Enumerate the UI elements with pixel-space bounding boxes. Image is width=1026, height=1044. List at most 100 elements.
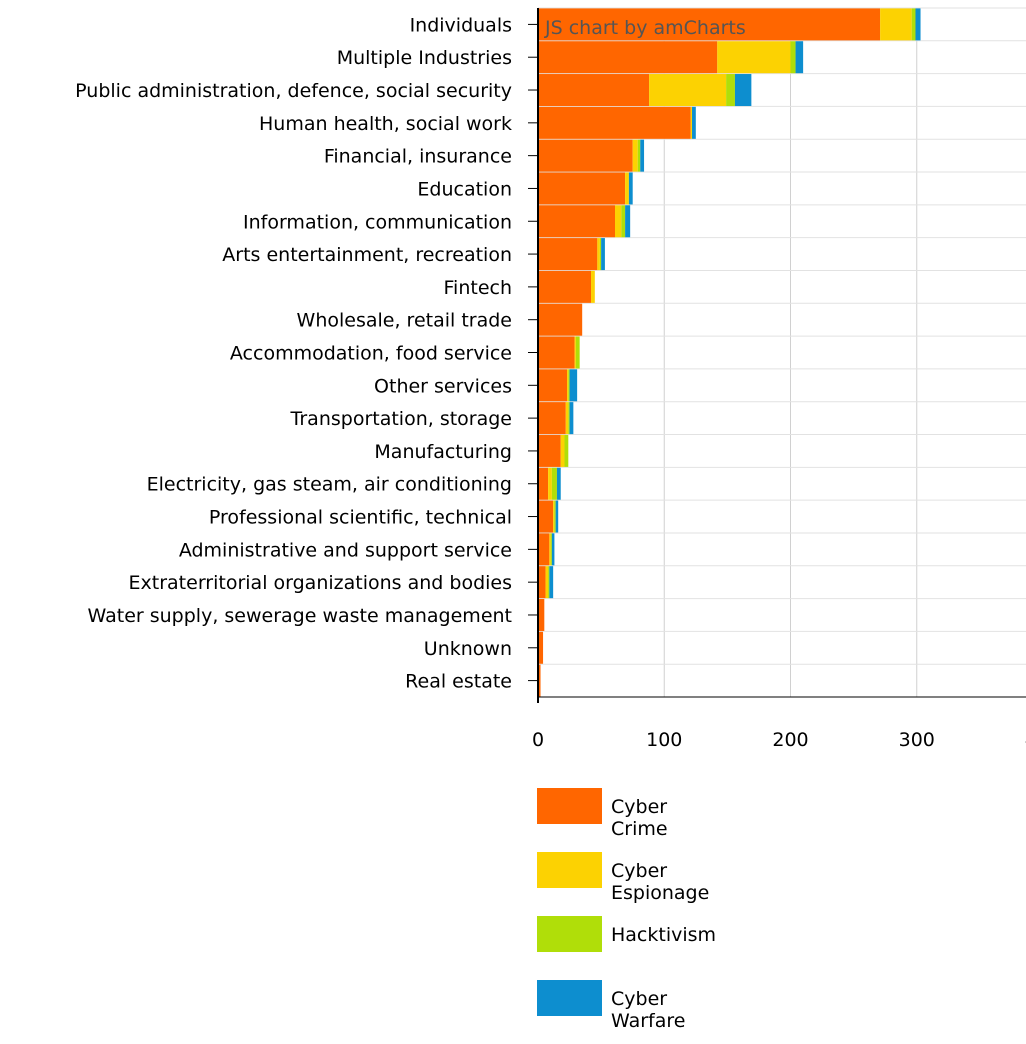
legend-label: Cyber Espionage xyxy=(611,860,710,904)
bar-segment[interactable] xyxy=(880,8,912,41)
bar-segment[interactable] xyxy=(553,500,555,533)
category-label: Electricity, gas steam, air conditioning xyxy=(147,474,512,496)
category-label: Administrative and support service xyxy=(179,539,512,561)
bar-segment[interactable] xyxy=(538,270,592,303)
bar-segment[interactable] xyxy=(538,467,549,500)
bar-segment[interactable] xyxy=(549,566,554,599)
bar-segment[interactable] xyxy=(548,566,550,599)
bar-segment[interactable] xyxy=(545,566,549,599)
bar-segment[interactable] xyxy=(548,467,552,500)
bar-segment[interactable] xyxy=(568,402,570,435)
bar-segment[interactable] xyxy=(538,566,546,599)
legend-swatch xyxy=(537,980,602,1016)
bar-segment[interactable] xyxy=(649,74,727,107)
x-tick-label: 0 xyxy=(532,729,544,751)
axes xyxy=(528,8,1026,703)
category-label: Information, communication xyxy=(243,211,512,233)
bar-segment[interactable] xyxy=(549,533,551,566)
bar-segment[interactable] xyxy=(637,139,641,172)
bar-segment[interactable] xyxy=(625,205,631,238)
x-tick-label: 300 xyxy=(899,729,935,751)
bar-segment[interactable] xyxy=(538,8,881,41)
bar-segment[interactable] xyxy=(565,402,569,435)
category-label: Accommodation, food service xyxy=(230,343,512,365)
bar-segment[interactable] xyxy=(795,41,804,74)
category-label: Individuals xyxy=(410,14,512,36)
bar-segment[interactable] xyxy=(574,336,576,369)
chart-credit[interactable]: JS chart by amCharts xyxy=(544,17,746,39)
bar-segment[interactable] xyxy=(554,500,556,533)
bar-segment[interactable] xyxy=(538,238,598,271)
bar-segment[interactable] xyxy=(690,106,693,139)
bar-group xyxy=(538,8,921,697)
bar-segment[interactable] xyxy=(915,8,921,41)
bar-segment[interactable] xyxy=(575,336,580,369)
bar-segment[interactable] xyxy=(621,205,626,238)
bar-segment[interactable] xyxy=(625,172,629,205)
bar-segment[interactable] xyxy=(551,467,557,500)
bar-segment[interactable] xyxy=(640,139,645,172)
category-labels: Individuals Multiple Industries Public adm… xyxy=(75,14,512,692)
legend-label: Cyber Warfare xyxy=(611,988,686,1032)
category-label: Manufacturing xyxy=(374,441,512,463)
category-label: Multiple Industries xyxy=(337,47,512,69)
bar-segment[interactable] xyxy=(692,106,696,139)
legend-swatch xyxy=(537,788,602,824)
legend-swatch xyxy=(537,852,602,888)
category-label: Wholesale, retail trade xyxy=(297,310,512,332)
category-label: Real estate xyxy=(405,671,512,693)
bar-segment[interactable] xyxy=(538,303,583,336)
bar-segment[interactable] xyxy=(734,74,752,107)
category-label: Unknown xyxy=(424,638,512,660)
bar-segment[interactable] xyxy=(538,533,550,566)
bar-segment[interactable] xyxy=(538,598,545,631)
bar-segment[interactable] xyxy=(556,467,561,500)
bar-segment[interactable] xyxy=(538,106,691,139)
bar-segment[interactable] xyxy=(538,402,566,435)
bar-segment[interactable] xyxy=(569,369,578,402)
bar-segment[interactable] xyxy=(538,369,568,402)
bar-segment[interactable] xyxy=(538,631,544,664)
bar-segment[interactable] xyxy=(599,238,602,271)
bar-segment[interactable] xyxy=(615,205,622,238)
x-tick-label: 400 xyxy=(1025,729,1026,751)
category-label: Education xyxy=(417,178,512,200)
bar-segment[interactable] xyxy=(726,74,735,107)
bar-segment[interactable] xyxy=(632,139,638,172)
bar-segment[interactable] xyxy=(567,369,569,402)
bar-segment[interactable] xyxy=(597,238,600,271)
bar-segment[interactable] xyxy=(550,533,552,566)
bar-segment[interactable] xyxy=(551,533,555,566)
bar-segment[interactable] xyxy=(790,41,796,74)
category-label: Financial, insurance xyxy=(324,146,512,168)
bar-segment[interactable] xyxy=(601,238,605,271)
bar-segment[interactable] xyxy=(717,41,791,74)
stacked-bar-chart: Individuals Multiple Industries Public adm… xyxy=(75,7,1026,751)
category-label: Human health, social work xyxy=(259,113,512,135)
bar-segment[interactable] xyxy=(538,172,626,205)
bar-segment[interactable] xyxy=(538,336,575,369)
category-label: Fintech xyxy=(444,277,513,299)
bar-segment[interactable] xyxy=(560,434,565,467)
bar-segment[interactable] xyxy=(911,8,916,41)
bar-segment[interactable] xyxy=(538,74,650,107)
bar-segment[interactable] xyxy=(538,41,718,74)
bar-segment[interactable] xyxy=(628,172,633,205)
bar-segment[interactable] xyxy=(538,664,541,697)
legend-swatch xyxy=(537,916,602,952)
bar-segment[interactable] xyxy=(555,500,559,533)
bar-segment[interactable] xyxy=(591,270,595,303)
bar-segment[interactable] xyxy=(564,434,569,467)
bar-segment[interactable] xyxy=(538,139,633,172)
category-label: Public administration, defence, social s… xyxy=(75,80,512,102)
bar-segment[interactable] xyxy=(569,402,574,435)
category-label: Professional scientific, technical xyxy=(209,507,512,529)
legend-label: Cyber Crime xyxy=(611,796,668,840)
bar-segment[interactable] xyxy=(538,205,616,238)
x-tick-label: 200 xyxy=(772,729,808,751)
bar-segment[interactable] xyxy=(538,500,554,533)
bar-segment[interactable] xyxy=(568,369,570,402)
category-label: Extraterritorial organizations and bodie… xyxy=(129,572,512,594)
bar-segment[interactable] xyxy=(538,434,561,467)
category-label: Arts entertainment, recreation xyxy=(222,244,512,266)
